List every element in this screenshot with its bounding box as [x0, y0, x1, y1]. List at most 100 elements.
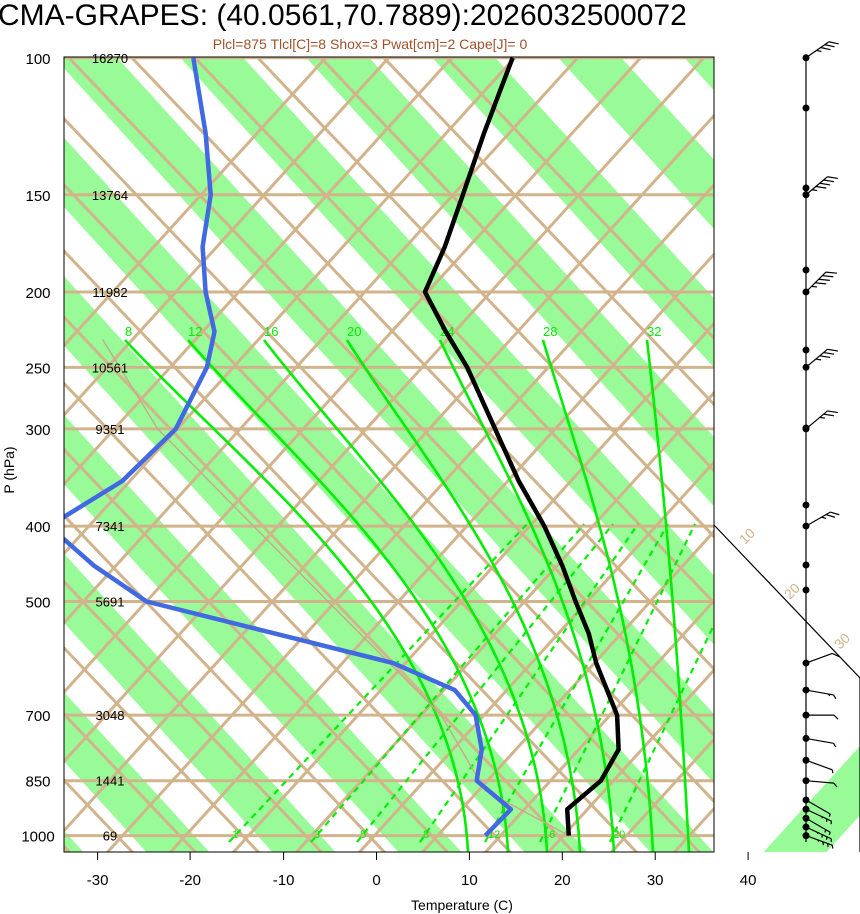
isotherm-line [294, 390, 714, 852]
wind-level-dot [802, 184, 810, 192]
wind-barb-feather [827, 348, 838, 352]
height-label: 3048 [96, 708, 125, 723]
moist-adiabat-line [541, 339, 655, 852]
wind-barb-feather [819, 355, 831, 359]
wind-barb-feather [832, 652, 840, 658]
dry-adiabat-line [318, 57, 714, 473]
height-label: 10561 [92, 360, 128, 375]
mixing-ratio-line [310, 523, 585, 843]
x-tick-label: 40 [740, 872, 757, 889]
adiabat-band [64, 137, 714, 852]
pressure-tick-label: 500 [25, 594, 50, 611]
height-label: 11982 [92, 285, 127, 300]
mixing-ratio-label: 8 [423, 829, 429, 841]
wind-barb-staff [805, 511, 831, 527]
adiabat-band [557, 57, 714, 230]
wind-barb-feather [824, 44, 835, 48]
wind-barb-staff [805, 271, 827, 293]
mixing-ratio-label: 3 [314, 829, 320, 841]
wind-barb-feather [815, 282, 827, 285]
wind-level-dot [802, 266, 810, 274]
adiabat-band [64, 414, 462, 852]
wind-barb-feather [825, 514, 836, 518]
isotherm-line [168, 252, 714, 852]
x-tick-label: -10 [273, 872, 295, 889]
wind-barb-feather [825, 271, 837, 274]
wind-barb-feather [828, 41, 839, 45]
wind-barb-feather [819, 182, 831, 186]
moist-adiabat-line [262, 339, 549, 852]
mixing-ratio-line [228, 523, 528, 843]
mixing-ratio-line [356, 523, 614, 843]
wind-level-dot [802, 561, 810, 569]
isotherm-line [357, 459, 714, 852]
dewpoint-line [64, 57, 514, 838]
pressure-tick-label: 850 [25, 774, 50, 791]
x-tick-label: 20 [554, 872, 571, 889]
pressure-tick-label: 300 [25, 422, 50, 439]
pressure-tick-label: 400 [25, 519, 50, 536]
isotherm-line [609, 737, 714, 852]
wind-barb-feather [815, 185, 827, 189]
wind-barb-feather [823, 179, 835, 183]
x-tick-label: 30 [647, 872, 664, 889]
wind-barb-feather [830, 511, 840, 516]
x-axis-label: Temperature (C) [411, 897, 513, 913]
isotherm-line [420, 529, 714, 852]
wind-bands [720, 57, 860, 852]
mixing-ratio-label: 20 [613, 829, 625, 841]
wind-level-dot [802, 424, 810, 432]
x-tick-label: 0 [372, 872, 380, 889]
mixing-ratio-line [419, 523, 639, 843]
chart-title: CMA-GRAPES: (40.0561,70.7889):2026032500… [0, 0, 687, 32]
wind-barb-feather [823, 351, 835, 355]
x-tick-label: -30 [87, 872, 109, 889]
isotherm-line [64, 57, 518, 556]
isotherm-line [694, 0, 860, 900]
wind-barb-half-feather [816, 49, 822, 53]
moist-adiabat-label: 32 [647, 324, 661, 339]
adiabat-band [64, 692, 210, 852]
moist-adiabat-label: 8 [125, 324, 132, 339]
wind-barb-half-feather [811, 285, 818, 288]
height-label: 16270 [92, 51, 128, 66]
adiabat-band [720, 57, 860, 852]
wind-barb-staff [805, 759, 833, 771]
wind-barb-half-feather [819, 416, 826, 419]
wind-barb-feather [831, 769, 834, 774]
wind-barb-half-feather [828, 693, 831, 697]
isotherm-line [546, 667, 714, 852]
wind-level-dot [802, 346, 810, 354]
temperature-line [422, 57, 621, 836]
dry-adiabat-line [64, 315, 576, 852]
dry-adiabat-line [381, 57, 714, 407]
wind-barb-feather [827, 176, 838, 180]
pressure-tick-label: 150 [25, 188, 50, 205]
moist-adiabat-line [645, 339, 691, 852]
wind-barb-half-feather [811, 189, 818, 192]
wind-barb-staff [805, 689, 834, 696]
wind-barb-feather [818, 278, 830, 281]
dry-adiabat-line [444, 57, 714, 341]
wind-barb-feather [833, 714, 839, 720]
plot-frame [63, 56, 715, 853]
isotherm-line [64, 57, 644, 695]
mixing-ratio-label: 1 [232, 829, 238, 841]
height-label: 13764 [92, 188, 128, 203]
wind-barb-staff [805, 41, 830, 59]
x-tick-label: -20 [179, 872, 201, 889]
moist-adiabat-label: 20 [347, 324, 361, 339]
moist-adiabat-line [345, 339, 582, 852]
y-axis-label: P (hPa) [1, 446, 17, 493]
mixing-ratio-line [539, 523, 696, 843]
dry-adiabat-line [66, 57, 714, 738]
wind-barb-feather [827, 410, 838, 414]
adiabat-band [305, 57, 714, 507]
adiabat-band [179, 57, 714, 645]
dry-adiabat-line [192, 57, 714, 606]
isotherm-line [231, 321, 714, 852]
